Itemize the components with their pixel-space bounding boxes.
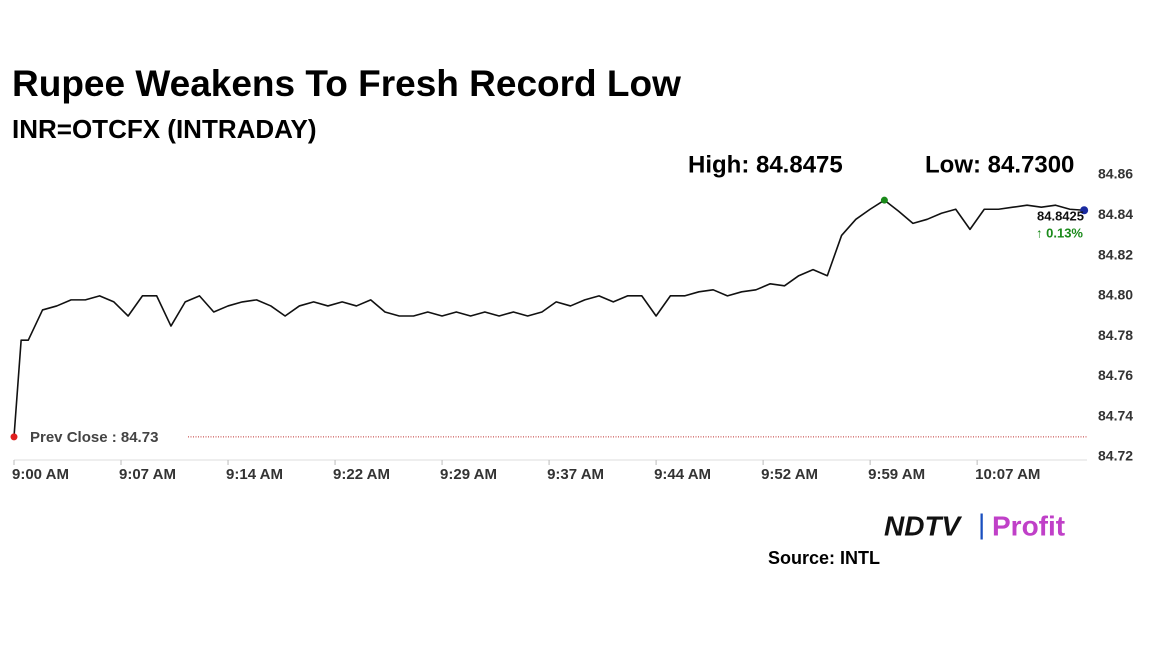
logo-product: Profit	[992, 510, 1065, 541]
y-tick-label: 84.72	[1098, 448, 1133, 464]
chart-subtitle: INR=OTCFX (INTRADAY)	[12, 114, 317, 144]
x-tick-label: 9:59 AM	[868, 466, 925, 483]
y-tick-label: 84.84	[1098, 206, 1133, 222]
x-tick-label: 10:07 AM	[975, 466, 1040, 483]
y-tick-label: 84.80	[1098, 287, 1133, 303]
x-tick-label: 9:14 AM	[226, 466, 283, 483]
y-tick-label: 84.78	[1098, 327, 1133, 343]
y-tick-label: 84.76	[1098, 367, 1133, 383]
source: Source: INTL	[768, 548, 880, 568]
x-tick-label: 9:29 AM	[440, 466, 497, 483]
price-line	[13, 199, 1085, 437]
chart-title: Rupee Weakens To Fresh Record Low	[12, 63, 681, 104]
x-tick-label: 9:22 AM	[333, 466, 390, 483]
x-tick-label: 9:07 AM	[119, 466, 176, 483]
x-tick-label: 9:44 AM	[654, 466, 711, 483]
change-label: ↑ 0.13%	[1036, 226, 1083, 241]
high-dot	[880, 196, 888, 204]
end-dot	[1080, 206, 1089, 215]
start-dot	[10, 433, 18, 441]
logo-separator: |	[978, 508, 985, 539]
x-tick-label: 9:37 AM	[547, 466, 604, 483]
x-tick-label: 9:00 AM	[12, 466, 69, 483]
logo-brand: NDTV	[884, 510, 963, 541]
low-label: Low: 84.7300	[925, 151, 1074, 178]
x-tick-label: 9:52 AM	[761, 466, 818, 483]
last-value-label: 84.8425	[1037, 209, 1084, 224]
y-tick-label: 84.86	[1098, 166, 1133, 182]
y-tick-label: 84.82	[1098, 246, 1133, 262]
logo: NDTV | Profit	[884, 508, 1065, 541]
y-tick-label: 84.74	[1098, 407, 1133, 423]
prev-close-label: Prev Close : 84.73	[30, 429, 158, 446]
high-label: High: 84.8475	[688, 151, 843, 178]
